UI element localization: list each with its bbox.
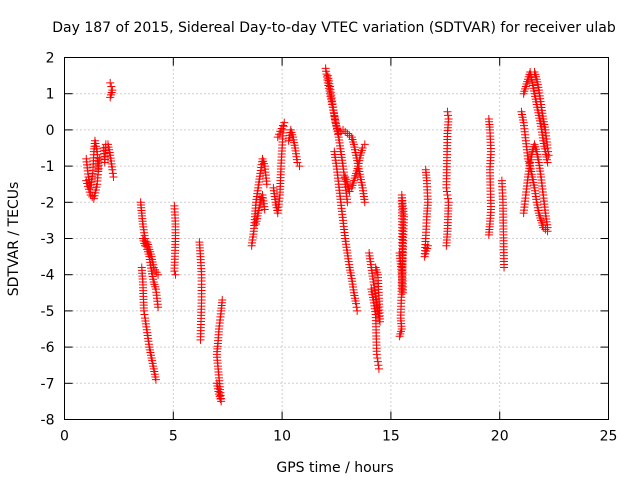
data-arc-arc-10: [212, 296, 227, 406]
plus-marker: [374, 364, 383, 373]
x-tick-label: 0: [60, 429, 69, 445]
data-arc-arc-21: [395, 191, 408, 341]
x-axis-label: GPS time / hours: [276, 460, 393, 476]
plus-marker: [218, 296, 227, 305]
plus-marker: [260, 205, 269, 214]
plus-marker: [373, 353, 382, 362]
x-tick-label: 15: [382, 429, 400, 445]
data-arc-arc-29: [530, 67, 553, 160]
plus-marker: [442, 183, 451, 192]
plus-marker: [352, 299, 361, 308]
data-arc-arc-17: [330, 147, 362, 315]
plus-marker: [154, 303, 163, 312]
plus-marker: [108, 169, 117, 178]
plus-marker: [442, 241, 451, 250]
y-tick-label: 2: [46, 51, 55, 67]
data-arc-arc-8: [170, 201, 180, 279]
y-tick-label: -7: [41, 376, 55, 392]
y-tick-label: -1: [41, 159, 55, 175]
x-tick-label: 5: [169, 429, 178, 445]
plus-marker: [106, 78, 115, 87]
plus-marker: [423, 241, 432, 250]
data-arc-arc-9: [195, 238, 206, 344]
plus-marker: [139, 306, 148, 315]
plus-marker: [109, 172, 118, 181]
plus-marker: [544, 151, 553, 160]
data-arc-arc-22: [420, 165, 432, 261]
x-tick-label: 20: [491, 429, 509, 445]
plus-marker: [360, 198, 369, 207]
plus-marker: [170, 267, 179, 276]
plus-marker: [95, 154, 104, 163]
plus-marker: [106, 93, 115, 102]
plus-marker: [154, 270, 163, 279]
data-arc-arc-3: [99, 140, 118, 181]
y-tick-label: -3: [41, 232, 55, 248]
y-axis-label: SDTVAR / TECUs: [6, 182, 22, 297]
y-tick-label: -8: [41, 413, 55, 429]
data-arc-arc-28: [519, 140, 552, 232]
data-arc-arc-4: [106, 78, 117, 102]
plus-marker: [543, 223, 552, 232]
data-arc-arc-6: [137, 263, 160, 384]
plus-marker: [443, 107, 452, 116]
plus-marker: [544, 147, 553, 156]
y-tick-label: -6: [41, 340, 55, 356]
data-arc-arc-7: [138, 234, 163, 279]
plus-marker: [543, 144, 552, 152]
plus-marker: [373, 357, 382, 366]
plus-marker: [374, 361, 383, 370]
plus-marker: [262, 180, 271, 189]
y-tick-label: -4: [41, 268, 55, 284]
data-arc-arc-20: [367, 285, 383, 373]
data-arc-arc-12: [251, 191, 269, 229]
plus-marker: [86, 191, 95, 200]
plus-marker: [295, 162, 304, 171]
data-arc-arc-25: [497, 176, 509, 272]
plus-marker: [395, 332, 404, 341]
plus-marker: [353, 306, 362, 315]
data-arc-arc-11: [247, 154, 271, 250]
plus-marker: [140, 310, 149, 319]
data-arc-arc-1: [82, 136, 103, 192]
x-tick-label: 10: [273, 429, 291, 445]
data-arc-arc-13: [269, 118, 289, 218]
data-arc-arc-2: [82, 154, 104, 203]
data-arc-arc-23: [442, 107, 453, 250]
plus-marker: [443, 191, 452, 200]
plus-marker: [352, 303, 361, 312]
data-arc-arc-16: [323, 71, 369, 207]
plus-marker: [171, 270, 180, 279]
plus-marker: [500, 263, 509, 272]
plus-marker: [151, 375, 160, 384]
y-tick-label: -2: [41, 195, 55, 211]
plot-frame: [64, 57, 609, 420]
plus-marker: [484, 230, 493, 239]
plus-marker: [108, 165, 117, 174]
y-tick-label: -5: [41, 304, 55, 320]
plus-marker: [371, 263, 380, 272]
data-arc-arc-14: [284, 125, 304, 171]
y-tick-label: 1: [46, 87, 55, 103]
plus-marker: [442, 187, 451, 196]
y-tick-label: 0: [46, 123, 55, 139]
data-arc-arc-27: [519, 67, 552, 167]
plus-marker: [196, 335, 205, 344]
data-arc-arc-18: [341, 140, 369, 196]
plus-marker: [543, 158, 552, 167]
plus-marker: [360, 140, 369, 149]
x-tick-label: 25: [600, 429, 618, 445]
plus-marker: [372, 350, 381, 359]
chart-title: Day 187 of 2015, Sidereal Day-to-day VTE…: [52, 20, 616, 36]
plus-marker: [273, 133, 282, 142]
tick-labels: 0 5 10 15 20 25 -8 -7 -6 -5 -4 -3 -2 -1 0 1 2: [41, 51, 618, 445]
data-points: [82, 64, 553, 406]
data-arc-arc-24: [484, 115, 495, 239]
